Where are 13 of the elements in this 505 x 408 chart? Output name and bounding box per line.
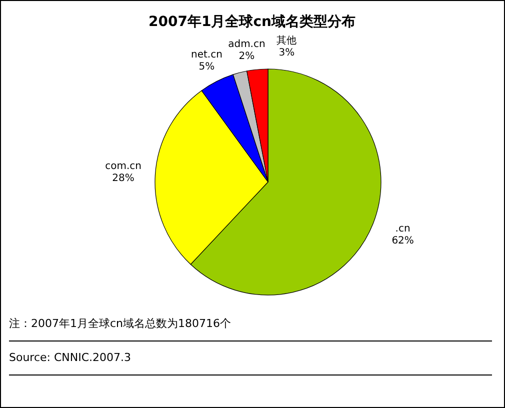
data-label: 3% <box>278 48 295 59</box>
slice-label: adm.cn <box>228 39 266 50</box>
text: 注：2007年1月全球cn域名总数为180716个 <box>9 317 232 330</box>
data-label: 62% <box>392 235 414 246</box>
slice-label: com.cn <box>105 160 142 172</box>
source-note: Source: CNNIC.2007.3 <box>9 351 132 364</box>
chart-title: 2007年1月全球cn域名类型分布 <box>148 14 356 30</box>
data-label: 2% <box>238 51 255 62</box>
slice-label: net.cn <box>190 50 222 61</box>
data-label: 5% <box>198 62 215 73</box>
slice-label: 其他 <box>276 34 297 47</box>
data-label: 28% <box>112 172 134 184</box>
slice-label: .cn <box>395 223 410 234</box>
